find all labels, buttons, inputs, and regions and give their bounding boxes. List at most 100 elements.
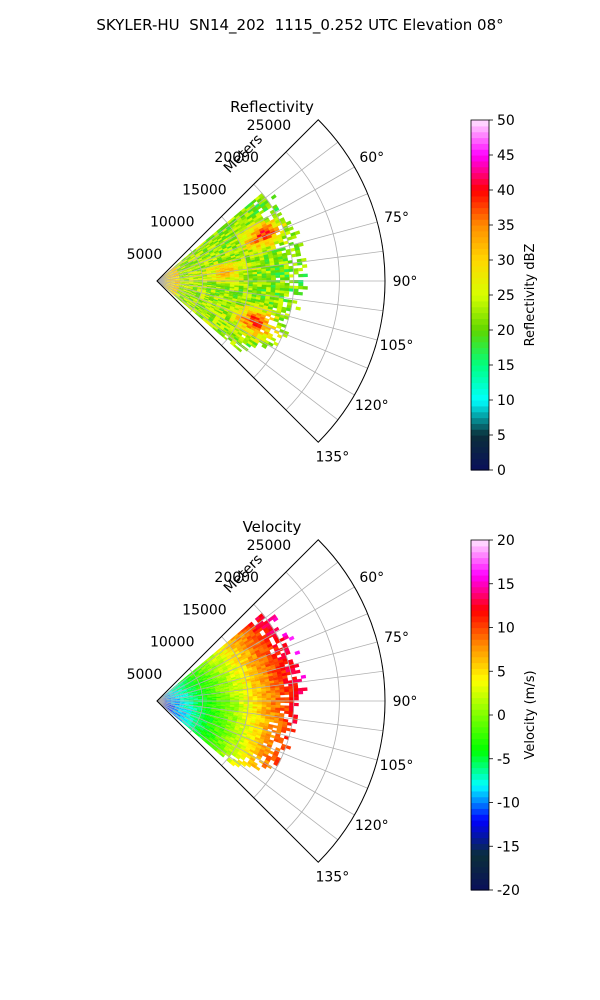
radar-gate: [183, 717, 189, 722]
radar-gate: [245, 721, 251, 725]
radar-gate: [233, 329, 239, 334]
radar-gate: [216, 283, 222, 285]
radar-gate: [225, 286, 231, 289]
radar-gate: [227, 757, 233, 762]
radar-gate: [218, 667, 224, 672]
radar-gate: [172, 290, 177, 295]
radar-gate: [250, 663, 257, 668]
radar-gate: [198, 679, 204, 683]
radar-gate: [243, 287, 249, 291]
radar-gate: [266, 275, 272, 279]
radar-gate: [238, 228, 244, 233]
radar-gate: [208, 297, 214, 301]
radar-gate: [190, 253, 195, 258]
radar-gate: [223, 262, 229, 266]
radar-gate: [209, 250, 215, 255]
radar-gate: [270, 702, 276, 706]
radar-gate: [235, 663, 242, 668]
radar-gate: [251, 313, 257, 318]
radar-gate: [242, 645, 248, 651]
radar-gate: [245, 299, 252, 303]
radar-gate: [196, 256, 202, 260]
radar-gate: [174, 715, 179, 719]
radar-gate: [284, 650, 291, 656]
radar-gate: [217, 677, 223, 681]
radar-gate: [179, 285, 185, 288]
colorbar-segment: [471, 872, 489, 879]
radar-gate: [244, 624, 250, 630]
radar-gate: [188, 286, 194, 288]
radar-gate: [192, 729, 197, 734]
radar-gate: [220, 703, 226, 705]
radar-gate: [239, 317, 246, 322]
radar-gate: [209, 743, 215, 748]
radar-gate: [210, 314, 216, 319]
radar-gate: [220, 289, 226, 293]
radar-gate: [181, 265, 186, 269]
radar-gate: [255, 211, 261, 217]
azimuth-gridline: [156, 670, 384, 702]
radar-gate: [168, 270, 173, 274]
radar-gate: [257, 284, 263, 288]
radar-gate: [244, 336, 251, 342]
radar-gate: [195, 293, 201, 296]
radar-gate: [297, 267, 303, 272]
radar-gate: [202, 738, 207, 743]
radar-gate: [169, 286, 174, 290]
radar-gate: [202, 277, 208, 279]
radar-gate: [246, 215, 252, 220]
radar-gate: [219, 713, 225, 717]
radar-gate: [190, 263, 196, 267]
radar-gate: [193, 704, 199, 706]
radar-gate: [233, 668, 239, 672]
radar-gate: [197, 721, 202, 726]
radar-gate: [275, 707, 281, 711]
radar-gate: [215, 291, 221, 295]
radar-gate: [243, 308, 249, 313]
colorbar-label: Reflectivity dBZ: [523, 244, 538, 347]
radar-gate: [196, 667, 202, 672]
radar-gate: [252, 271, 258, 275]
radar-gate: [205, 724, 211, 729]
radar-gate: [223, 685, 229, 688]
radar-gate: [236, 347, 243, 353]
radar-gate: [215, 329, 221, 335]
radar-gate: [287, 680, 294, 684]
radar-gate: [216, 656, 222, 661]
radar-gate: [262, 225, 269, 230]
radar-gate: [237, 295, 243, 299]
radar-gate: [248, 282, 254, 285]
radar-gate: [185, 713, 191, 717]
radar-gate: [181, 720, 187, 725]
radar-gate: [218, 238, 224, 243]
radar-gate: [172, 710, 177, 714]
radar-gate: [200, 312, 206, 317]
radar-gate: [225, 674, 231, 679]
radar-gate: [230, 253, 236, 257]
radar-gate: [198, 259, 204, 263]
radar-gate: [246, 311, 253, 316]
radar-gate: [168, 708, 173, 712]
radar-gate: [217, 680, 224, 684]
radar-gate: [173, 270, 178, 274]
radar-gate: [277, 253, 283, 258]
radar-gate: [266, 654, 273, 660]
radar-gate: [193, 703, 199, 706]
radar-gate: [249, 722, 256, 726]
radar-gate: [188, 671, 193, 676]
radar-gate: [210, 292, 216, 295]
radar-gate: [191, 676, 197, 681]
radar-gate: [264, 258, 270, 263]
radar-gate: [176, 713, 181, 717]
colorbar-segment: [471, 312, 489, 319]
radar-gate: [215, 710, 221, 713]
radar-gate: [173, 690, 179, 694]
radar-gate: [261, 706, 267, 710]
radar-gate: [245, 256, 251, 260]
radar-gate: [200, 714, 206, 718]
colorbar-segment: [471, 335, 489, 343]
radar-gate: [203, 660, 208, 665]
radar-gate: [204, 735, 210, 740]
radar-gate: [221, 664, 227, 669]
radar-gate: [280, 219, 287, 225]
